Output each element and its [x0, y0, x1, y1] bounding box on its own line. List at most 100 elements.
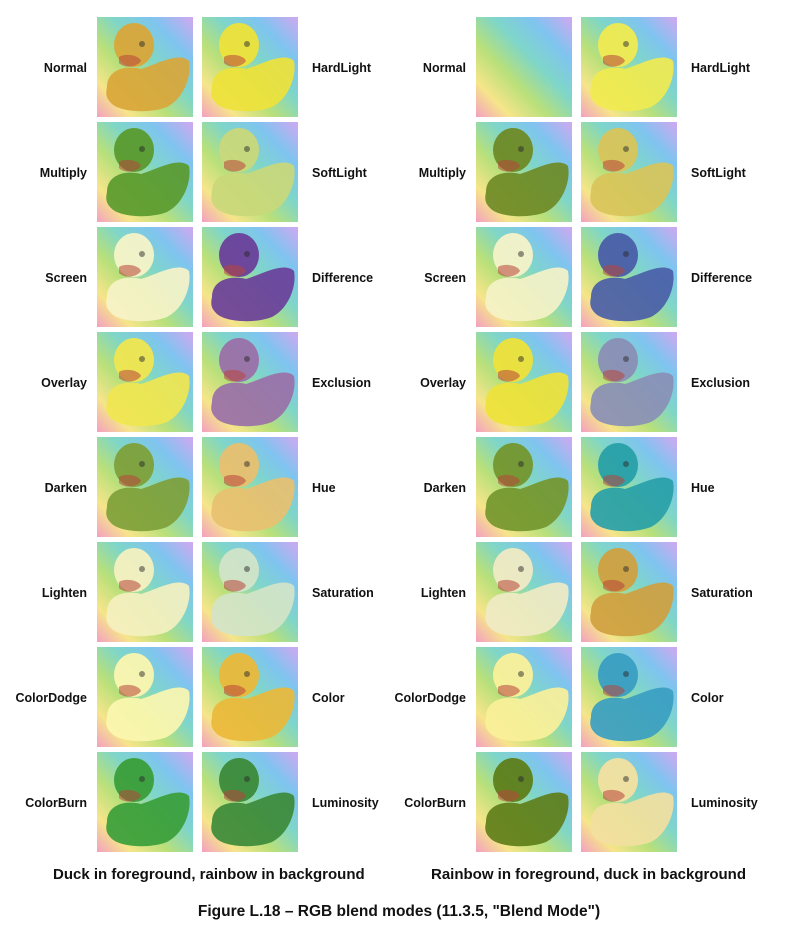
- blend-tile-colordodge: [476, 647, 572, 747]
- blend-tile-colorburn: [97, 752, 193, 852]
- blend-mode-label-difference: Difference: [312, 271, 374, 285]
- duck-shape: [211, 338, 295, 427]
- blend-tile-darken: [97, 437, 193, 537]
- duck-shape: [211, 23, 295, 112]
- panel-caption-duck-foreground: Duck in foreground, rainbow in backgroun…: [53, 866, 365, 883]
- blend-tile-multiply: [476, 122, 572, 222]
- blend-tile-darken: [476, 437, 572, 537]
- blend-mode-label-exclusion: Exclusion: [691, 376, 751, 390]
- blend-tile-saturation: [581, 542, 677, 642]
- blend-tile-lighten: [476, 542, 572, 642]
- blend-mode-label-exclusion: Exclusion: [312, 376, 372, 390]
- duck-shape: [106, 338, 190, 427]
- blend-tile-overlay: [476, 332, 572, 432]
- duck-shape: [590, 548, 674, 637]
- blend-tile-lighten: [97, 542, 193, 642]
- duck-shape: [485, 653, 569, 742]
- blend-tile-hue: [581, 437, 677, 537]
- blend-tile-difference: [581, 227, 677, 327]
- blend-tile-softlight: [581, 122, 677, 222]
- blend-mode-label-normal: Normal: [422, 61, 466, 75]
- blend-tile-hardlight: [202, 17, 298, 117]
- duck-shape: [485, 338, 569, 427]
- blend-tile-colordodge: [97, 647, 193, 747]
- duck-shape: [106, 758, 190, 847]
- blend-mode-label-difference: Difference: [691, 271, 753, 285]
- blend-tile-screen: [97, 227, 193, 327]
- blend-tile-normal: [476, 17, 572, 117]
- blend-mode-label-screen: Screen: [45, 271, 87, 285]
- blend-mode-label-overlay: Overlay: [420, 376, 466, 390]
- duck-shape: [106, 653, 190, 742]
- blend-mode-label-softlight: SoftLight: [312, 166, 367, 180]
- duck-shape: [590, 653, 674, 742]
- blend-mode-label-luminosity: Luminosity: [691, 796, 758, 810]
- blend-mode-label-color: Color: [312, 691, 345, 705]
- blend-mode-label-saturation: Saturation: [312, 586, 374, 600]
- blend-mode-label-lighten: Lighten: [41, 586, 87, 600]
- duck-shape: [485, 548, 569, 637]
- duck-shape: [485, 233, 569, 322]
- blend-tile-softlight: [202, 122, 298, 222]
- duck-shape: [211, 758, 295, 847]
- duck-shape: [485, 758, 569, 847]
- duck-shape: [590, 23, 674, 112]
- duck-shape: [106, 23, 190, 112]
- blend-tile-color: [202, 647, 298, 747]
- duck-shape: [211, 548, 295, 637]
- blend-mode-label-colorburn: ColorBurn: [404, 796, 466, 810]
- duck-shape: [590, 758, 674, 847]
- blend-mode-label-saturation: Saturation: [691, 586, 753, 600]
- duck-shape: [211, 443, 295, 532]
- blend-tile-saturation: [202, 542, 298, 642]
- duck-shape: [485, 443, 569, 532]
- blend-tile-screen: [476, 227, 572, 327]
- blend-tile-color: [581, 647, 677, 747]
- blend-tile-exclusion: [202, 332, 298, 432]
- blend-tile-luminosity: [202, 752, 298, 852]
- duck-shape: [590, 233, 674, 322]
- panel-caption-rainbow-foreground: Rainbow in foreground, duck in backgroun…: [431, 866, 746, 883]
- blend-mode-label-hue: Hue: [312, 481, 336, 495]
- blend-mode-label-softlight: SoftLight: [691, 166, 746, 180]
- blend-mode-label-colordodge: ColorDodge: [15, 691, 87, 705]
- blend-mode-label-screen: Screen: [424, 271, 466, 285]
- blend-tile-overlay: [97, 332, 193, 432]
- duck-shape: [211, 653, 295, 742]
- blend-mode-label-normal: Normal: [43, 61, 87, 75]
- duck-shape: [485, 128, 569, 217]
- blend-tile-exclusion: [581, 332, 677, 432]
- blend-tile-hardlight: [581, 17, 677, 117]
- blend-mode-label-colorburn: ColorBurn: [25, 796, 87, 810]
- duck-shape: [106, 233, 190, 322]
- duck-shape: [211, 233, 295, 322]
- blend-mode-label-darken: Darken: [44, 481, 87, 495]
- blend-mode-label-lighten: Lighten: [420, 586, 466, 600]
- blend-tile-luminosity: [581, 752, 677, 852]
- blend-mode-label-overlay: Overlay: [41, 376, 87, 390]
- panel-rainbow-foreground: [379, 0, 778, 926]
- blend-mode-label-colordodge: ColorDodge: [394, 691, 466, 705]
- figure-caption: Figure L.18 – RGB blend modes (11.3.5, "…: [197, 903, 601, 920]
- rainbow-background: [476, 17, 572, 117]
- blend-mode-label-color: Color: [691, 691, 724, 705]
- duck-shape: [211, 128, 295, 217]
- blend-mode-label-hue: Hue: [691, 481, 715, 495]
- duck-shape: [106, 443, 190, 532]
- blend-mode-label-multiply: Multiply: [39, 166, 87, 180]
- panel-duck-foreground: [0, 0, 399, 926]
- duck-shape: [106, 548, 190, 637]
- blend-tile-multiply: [97, 122, 193, 222]
- duck-shape: [106, 128, 190, 217]
- blend-tile-colorburn: [476, 752, 572, 852]
- duck-shape: [590, 443, 674, 532]
- duck-shape: [590, 338, 674, 427]
- blend-mode-label-darken: Darken: [423, 481, 466, 495]
- blend-tile-hue: [202, 437, 298, 537]
- blend-mode-label-luminosity: Luminosity: [312, 796, 379, 810]
- blend-tile-normal: [97, 17, 193, 117]
- blend-mode-label-hardlight: HardLight: [691, 61, 751, 75]
- duck-shape: [590, 128, 674, 217]
- blend-mode-label-hardlight: HardLight: [312, 61, 372, 75]
- blend-mode-label-multiply: Multiply: [418, 166, 466, 180]
